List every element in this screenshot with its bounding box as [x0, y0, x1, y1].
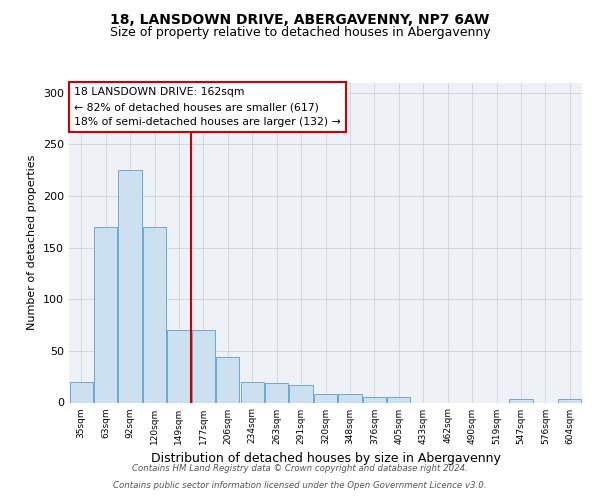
- Bar: [265, 383, 288, 402]
- Bar: [216, 357, 239, 403]
- Bar: [558, 400, 581, 402]
- Bar: [338, 394, 362, 402]
- Bar: [167, 330, 191, 402]
- Bar: [70, 382, 93, 402]
- Text: Size of property relative to detached houses in Abergavenny: Size of property relative to detached ho…: [110, 26, 490, 39]
- X-axis label: Distribution of detached houses by size in Abergavenny: Distribution of detached houses by size …: [151, 452, 500, 465]
- Y-axis label: Number of detached properties: Number of detached properties: [28, 155, 37, 330]
- Text: Contains HM Land Registry data © Crown copyright and database right 2024.: Contains HM Land Registry data © Crown c…: [132, 464, 468, 473]
- Bar: [241, 382, 264, 402]
- Bar: [289, 385, 313, 402]
- Bar: [387, 398, 410, 402]
- Text: 18 LANSDOWN DRIVE: 162sqm
← 82% of detached houses are smaller (617)
18% of semi: 18 LANSDOWN DRIVE: 162sqm ← 82% of detac…: [74, 88, 341, 127]
- Bar: [143, 227, 166, 402]
- Bar: [192, 330, 215, 402]
- Text: 18, LANSDOWN DRIVE, ABERGAVENNY, NP7 6AW: 18, LANSDOWN DRIVE, ABERGAVENNY, NP7 6AW: [110, 12, 490, 26]
- Bar: [363, 398, 386, 402]
- Bar: [314, 394, 337, 402]
- Bar: [118, 170, 142, 402]
- Text: Contains public sector information licensed under the Open Government Licence v3: Contains public sector information licen…: [113, 481, 487, 490]
- Bar: [509, 400, 533, 402]
- Bar: [94, 227, 117, 402]
